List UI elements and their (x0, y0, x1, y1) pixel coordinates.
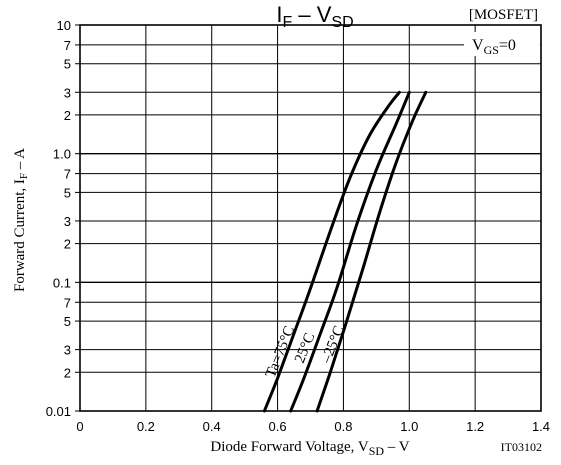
y-tick-label: 7 (64, 167, 71, 182)
y-tick-labels: 0.01 2 3 5 7 0.1 2 3 5 7 1.0 2 3 5 7 10 (46, 18, 80, 419)
title-sub1: F (282, 14, 292, 31)
x-tick-label: 0.4 (203, 419, 221, 434)
ylabel-sub: F (18, 173, 30, 179)
x-tick-label: 1.2 (466, 419, 484, 434)
y-tick-label: 3 (64, 214, 71, 229)
y-tick-label: 3 (64, 343, 71, 358)
x-tick-label: 0.2 (137, 419, 155, 434)
series-line-minus25c (315, 90, 428, 413)
condition-sub: GS (484, 43, 499, 57)
series-line-25c (289, 90, 411, 413)
figure-code: IT03102 (501, 440, 542, 454)
chart-tag: [MOSFET] (469, 7, 538, 23)
title-sub2: SD (331, 14, 353, 31)
series-curves (262, 90, 428, 413)
y-tick-label: 7 (64, 295, 71, 310)
chart-title: IF – VSD (276, 2, 353, 31)
y-tick-label: 5 (64, 185, 71, 200)
y-tick-label: 1.0 (53, 147, 71, 162)
condition-label-bg (464, 32, 540, 56)
grid-lines (80, 25, 541, 411)
y-tick-label: 7 (64, 38, 71, 53)
x-tick-label: 0.6 (269, 419, 287, 434)
y-axis-label: Forward Current, IF – A (12, 148, 30, 292)
y-tick-label: 0.1 (53, 275, 71, 290)
x-axis-label: Diode Forward Voltage, VSD – V (210, 439, 409, 458)
title-mid: – V (292, 2, 331, 27)
series-line-75c (262, 90, 401, 413)
y-tick-label: 3 (64, 85, 71, 100)
xlabel-sub: SD (369, 444, 385, 458)
y-tick-label: 10 (57, 18, 71, 33)
xlabel-rest: – V (384, 439, 410, 455)
condition-main: V (472, 37, 484, 54)
x-tick-label: 0.8 (334, 419, 352, 434)
y-tick-label: 2 (64, 108, 71, 123)
condition-label: VGS=0 (472, 37, 516, 57)
xlabel-main: Diode Forward Voltage, V (210, 439, 368, 455)
y-tick-label: 2 (64, 237, 71, 252)
ylabel-main: Forward Current, I (12, 179, 28, 292)
condition-rest: =0 (499, 37, 516, 54)
series-label-75c: Ta=75°C (263, 324, 298, 380)
y-tick-label: 0.01 (46, 404, 71, 419)
x-tick-label: 0 (76, 419, 83, 434)
plot-frame (79, 24, 542, 412)
y-tick-label: 2 (64, 365, 71, 380)
title-main: I (276, 2, 282, 27)
y-tick-label: 5 (64, 314, 71, 329)
x-tick-label: 1.4 (532, 419, 550, 434)
x-tick-label: 1.0 (400, 419, 418, 434)
ylabel-rest: – A (12, 148, 28, 173)
x-tick-labels: 0 0.2 0.4 0.6 0.8 1.0 1.2 1.4 (76, 419, 550, 434)
y-tick-label: 5 (64, 57, 71, 72)
